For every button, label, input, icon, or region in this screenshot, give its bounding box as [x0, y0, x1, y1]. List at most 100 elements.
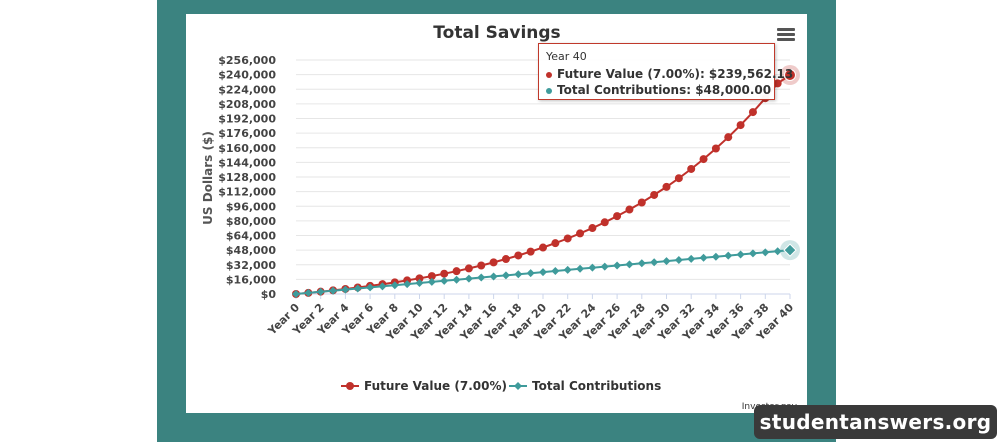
- data-point-total-contributions: [650, 258, 659, 267]
- y-tick-label: $80,000: [226, 215, 276, 228]
- data-point-total-contributions: [403, 280, 412, 289]
- tooltip-row-contributions: Total Contributions: $48,000.00: [546, 82, 771, 98]
- data-point-total-contributions: [699, 253, 708, 262]
- y-tick-label: $256,000: [218, 54, 276, 67]
- data-point-total-contributions: [539, 268, 547, 277]
- data-point-future-value: [526, 247, 535, 256]
- chart-title: Total Savings: [433, 23, 560, 43]
- data-point-future-value: [600, 218, 609, 227]
- data-point-total-contributions: [674, 255, 683, 264]
- data-point-future-value: [477, 261, 486, 270]
- data-point-future-value: [674, 174, 683, 183]
- data-point-future-value: [699, 155, 708, 164]
- data-point-total-contributions: [783, 243, 797, 257]
- series-line-future-value: [295, 74, 791, 295]
- data-point-total-contributions: [390, 281, 399, 290]
- data-point-total-contributions: [353, 284, 362, 293]
- legend: Future Value (7.00%) Total Contributions: [341, 379, 661, 393]
- data-point-future-value: [427, 272, 436, 281]
- data-point-total-contributions: [711, 252, 720, 261]
- data-point-total-contributions: [687, 254, 696, 263]
- data-point-total-contributions: [748, 249, 757, 258]
- data-point-total-contributions: [576, 264, 585, 273]
- legend-item-total-contributions[interactable]: Total Contributions: [509, 379, 661, 393]
- y-tick-label: $144,000: [218, 156, 276, 169]
- data-point-total-contributions: [600, 262, 609, 271]
- data-point-total-contributions: [415, 279, 424, 288]
- data-point-total-contributions: [378, 282, 387, 291]
- y-tick-label: $128,000: [218, 171, 276, 184]
- data-point-total-contributions: [477, 273, 486, 282]
- legend-label-total-contributions: Total Contributions: [532, 379, 661, 393]
- data-point-future-value: [637, 198, 646, 207]
- data-point-future-value: [514, 251, 523, 260]
- data-point-total-contributions: [526, 269, 535, 278]
- data-point-total-contributions: [464, 274, 473, 283]
- data-point-future-value: [415, 274, 424, 283]
- data-point-total-contributions: [736, 250, 745, 259]
- tooltip-dot-future-value: [546, 71, 552, 78]
- y-axis-title: US Dollars ($): [201, 131, 215, 225]
- tooltip: Year 40 Future Value (7.00%): $239,562.1…: [538, 43, 793, 100]
- tooltip-text-future-value: Future Value (7.00%): $239,562.13: [557, 67, 794, 81]
- y-tick-label: $160,000: [218, 142, 276, 155]
- hamburger-menu-icon[interactable]: [777, 28, 795, 42]
- data-point-future-value: [551, 239, 560, 248]
- y-tick-label: $176,000: [218, 127, 276, 140]
- y-tick-label: $16,000: [226, 273, 276, 286]
- data-point-total-contributions: [662, 257, 671, 266]
- data-point-future-value: [464, 264, 473, 273]
- data-point-future-value: [613, 212, 622, 221]
- data-point-total-contributions: [613, 261, 622, 270]
- y-tick-label: $96,000: [226, 200, 276, 213]
- y-tick-label: $192,000: [218, 113, 276, 126]
- data-point-total-contributions: [366, 283, 375, 292]
- tooltip-title: Year 40: [546, 50, 587, 63]
- data-point-future-value: [773, 79, 782, 88]
- y-tick-label: $32,000: [226, 259, 276, 272]
- y-tick-label: $48,000: [226, 244, 276, 257]
- data-point-total-contributions: [292, 290, 300, 298]
- y-tick-label: $112,000: [218, 186, 276, 199]
- data-point-future-value: [588, 224, 597, 233]
- data-point-total-contributions: [304, 288, 313, 297]
- data-point-total-contributions: [724, 251, 733, 260]
- watermark-banner: studentanswers.org: [754, 405, 997, 439]
- data-point-total-contributions: [440, 276, 449, 285]
- data-point-total-contributions: [489, 272, 498, 281]
- data-point-total-contributions: [452, 275, 461, 284]
- data-point-total-contributions: [551, 266, 560, 275]
- data-point-future-value: [736, 121, 745, 130]
- data-point-total-contributions: [637, 259, 646, 268]
- data-point-total-contributions: [625, 260, 634, 269]
- data-point-total-contributions: [427, 277, 436, 286]
- data-point-future-value: [539, 243, 547, 252]
- data-point-total-contributions: [773, 247, 782, 256]
- data-point-future-value: [711, 144, 720, 153]
- data-point-future-value: [784, 69, 796, 82]
- data-point-total-contributions: [514, 270, 523, 279]
- data-point-total-contributions: [316, 287, 325, 296]
- tooltip-row-future-value: Future Value (7.00%): $239,562.13: [546, 66, 793, 82]
- data-point-future-value: [489, 258, 498, 267]
- data-point-future-value: [724, 133, 733, 142]
- data-point-future-value: [563, 234, 572, 243]
- data-point-future-value: [452, 267, 461, 276]
- data-point-future-value: [662, 182, 671, 191]
- data-point-total-contributions: [588, 263, 597, 272]
- legend-item-future-value[interactable]: Future Value (7.00%): [341, 379, 507, 393]
- data-point-future-value: [440, 269, 449, 278]
- series: [292, 65, 800, 298]
- data-point-total-contributions: [341, 285, 350, 294]
- data-point-total-contributions: [761, 248, 770, 257]
- data-point-future-value: [687, 164, 696, 173]
- tooltip-text-contributions: Total Contributions: $48,000.00: [557, 83, 772, 97]
- tooltip-dot-contributions: [546, 87, 552, 94]
- data-point-future-value: [501, 255, 510, 264]
- data-point-future-value: [625, 205, 634, 214]
- data-point-future-value: [576, 229, 585, 238]
- data-point-total-contributions: [563, 265, 572, 274]
- y-tick-label: $0: [261, 288, 277, 301]
- data-point-future-value: [748, 108, 757, 117]
